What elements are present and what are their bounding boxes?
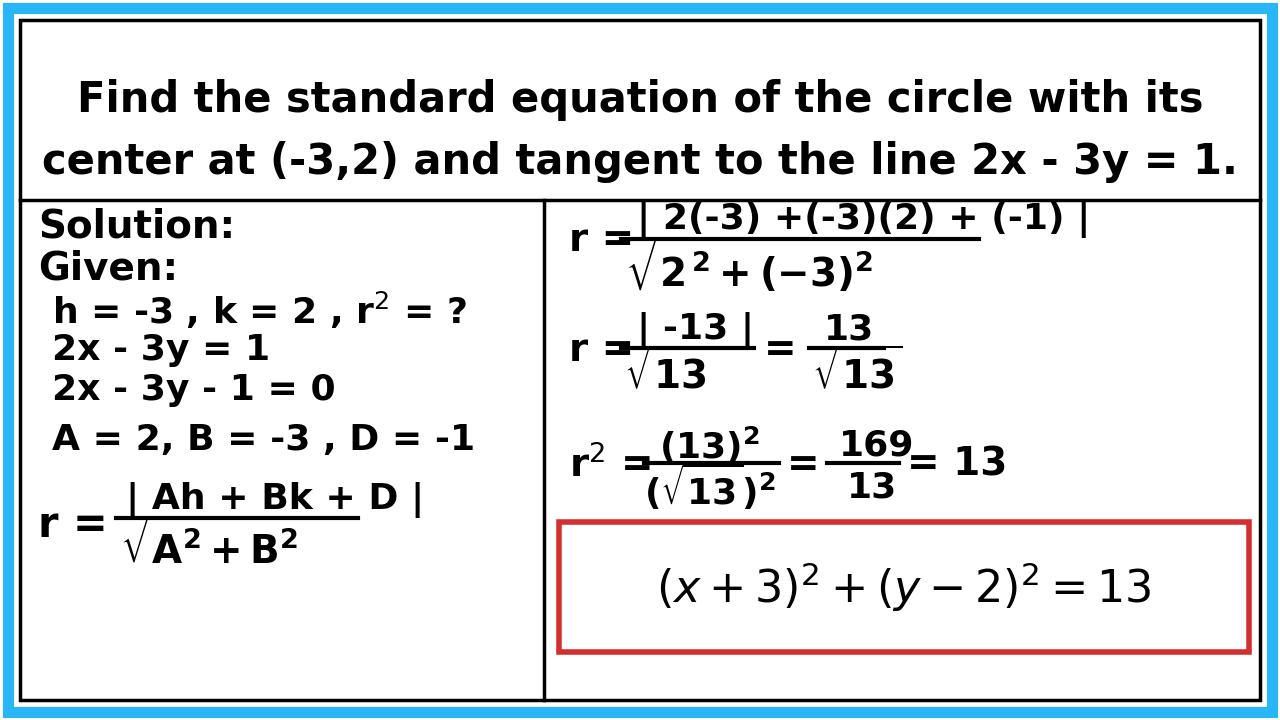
Text: | Ah + Bk + D |: | Ah + Bk + D | [125, 482, 424, 518]
Text: $\mathbf{(\sqrt{13})^2}$: $\mathbf{(\sqrt{13})^2}$ [644, 462, 776, 512]
Text: 13: 13 [847, 470, 897, 504]
Text: 13: 13 [824, 313, 874, 347]
Text: r =: r = [570, 331, 635, 369]
Text: 169: 169 [838, 428, 914, 462]
Text: = 13: = 13 [908, 446, 1007, 484]
Text: Find the standard equation of the circle with its: Find the standard equation of the circle… [77, 79, 1203, 121]
Text: $\sqrt{\mathbf{13}}$: $\sqrt{\mathbf{13}}$ [625, 348, 714, 397]
Text: $\sqrt{\mathbf{13}}$: $\sqrt{\mathbf{13}}$ [812, 348, 902, 397]
Text: $\mathbf{(13)^2}$: $\mathbf{(13)^2}$ [659, 424, 760, 466]
Bar [559, 522, 1249, 652]
Text: | -13 |: | -13 | [637, 312, 754, 348]
Text: r$^2$ =: r$^2$ = [570, 445, 652, 485]
Text: r =: r = [38, 504, 108, 546]
Text: Given:: Given: [38, 249, 178, 287]
Text: Solution:: Solution: [38, 207, 236, 245]
Text: h = -3 , k = 2 , r$^2$ = ?: h = -3 , k = 2 , r$^2$ = ? [52, 289, 467, 330]
Text: 2x - 3y = 1: 2x - 3y = 1 [52, 333, 270, 367]
Text: center at (-3,2) and tangent to the line 2x - 3y = 1.: center at (-3,2) and tangent to the line… [42, 141, 1238, 183]
Text: A = 2, B = -3 , D = -1: A = 2, B = -3 , D = -1 [52, 423, 475, 457]
Text: r =: r = [570, 221, 635, 259]
Text: | 2(-3) +(-3)(2) + (-1) |: | 2(-3) +(-3)(2) + (-1) | [637, 202, 1091, 238]
Text: =: = [764, 331, 796, 369]
Text: $\sqrt{\mathbf{A^2 + B^2}}$: $\sqrt{\mathbf{A^2 + B^2}}$ [120, 518, 307, 572]
Text: $(x + 3)^2 + (y - 2)^2 = 13$: $(x + 3)^2 + (y - 2)^2 = 13$ [657, 560, 1152, 613]
Text: 2x - 3y - 1 = 0: 2x - 3y - 1 = 0 [52, 373, 335, 407]
Text: $\sqrt{\mathbf{2^{\,2}+(-3)^{2}}}$: $\sqrt{\mathbf{2^{\,2}+(-3)^{2}}}$ [625, 235, 882, 294]
Text: =: = [787, 446, 819, 484]
